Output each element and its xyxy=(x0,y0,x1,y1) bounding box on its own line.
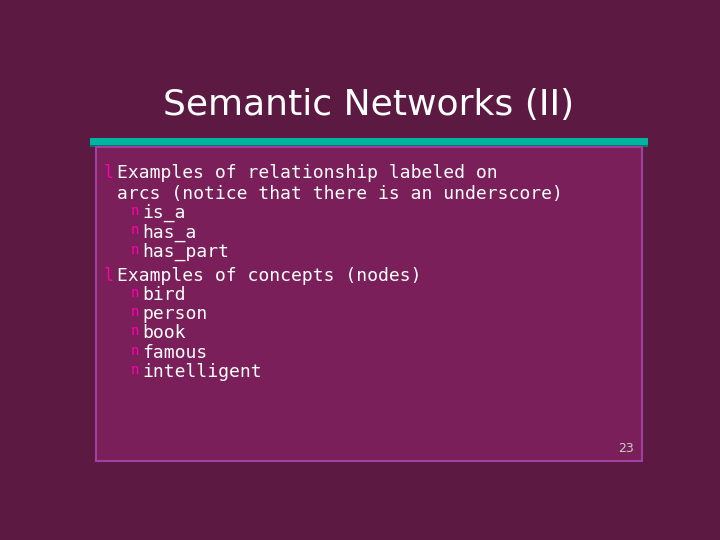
Text: intelligent: intelligent xyxy=(143,363,262,381)
Text: arcs (notice that there is an underscore): arcs (notice that there is an underscore… xyxy=(117,185,563,203)
Bar xyxy=(90,145,648,147)
Bar xyxy=(96,147,642,461)
Text: n: n xyxy=(130,363,139,377)
Text: l: l xyxy=(104,267,114,285)
Text: n: n xyxy=(130,286,139,300)
Text: Examples of concepts (nodes): Examples of concepts (nodes) xyxy=(117,267,422,285)
Text: Semantic Networks (II): Semantic Networks (II) xyxy=(163,88,575,122)
Text: is_a: is_a xyxy=(143,204,186,222)
Text: bird: bird xyxy=(143,286,186,304)
Text: book: book xyxy=(143,325,186,342)
Text: n: n xyxy=(130,325,139,338)
Bar xyxy=(90,138,648,147)
Text: n: n xyxy=(130,224,139,238)
Text: n: n xyxy=(130,343,139,357)
Text: person: person xyxy=(143,305,208,323)
Text: has_part: has_part xyxy=(143,242,230,261)
Text: Examples of relationship labeled on: Examples of relationship labeled on xyxy=(117,164,498,182)
Text: n: n xyxy=(130,204,139,218)
Text: n: n xyxy=(130,305,139,319)
Text: n: n xyxy=(130,242,139,256)
Text: has_a: has_a xyxy=(143,224,197,242)
Text: l: l xyxy=(104,164,114,182)
Text: famous: famous xyxy=(143,343,208,362)
Text: 23: 23 xyxy=(618,442,634,455)
